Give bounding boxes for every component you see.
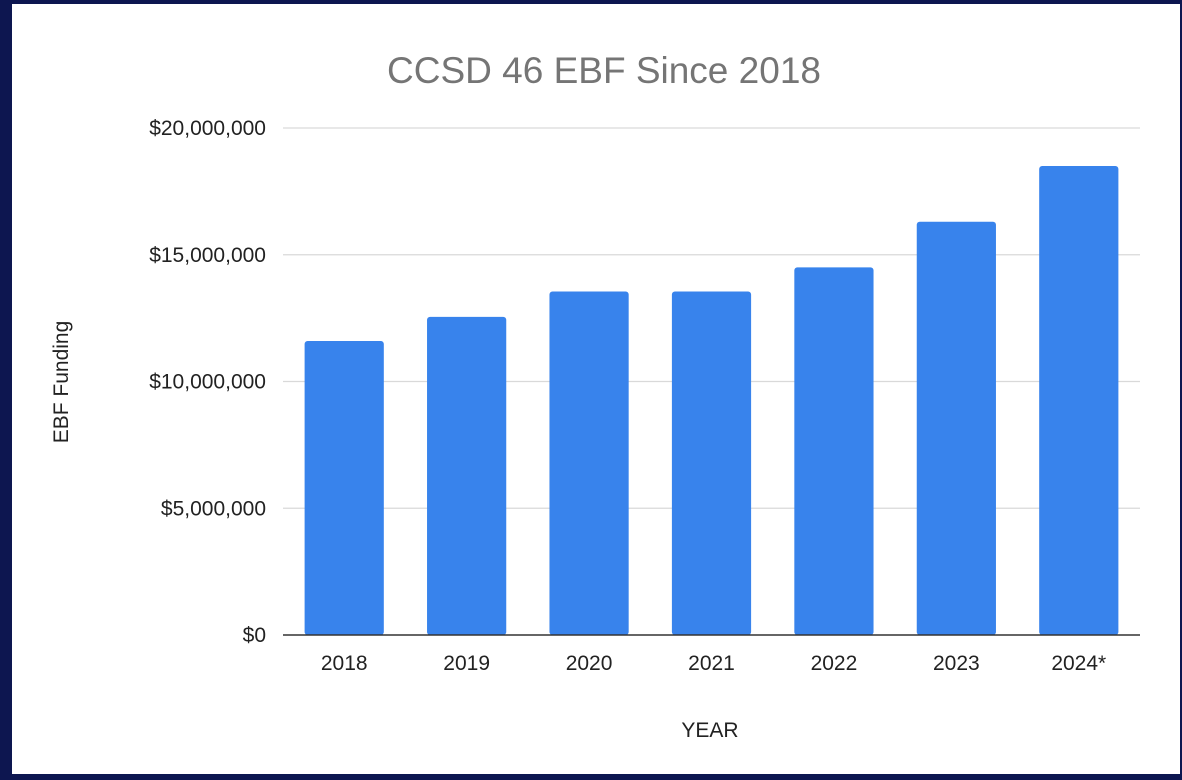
x-axis-ticks: 2018 2019 2020 2021 2022 2023 2024* xyxy=(321,652,1106,675)
bar-2020 xyxy=(549,291,629,635)
chart-frame: CCSD 46 EBF Since 2018 $0 $5,000,000 $10,0… xyxy=(12,4,1180,774)
x-tick-label: 2019 xyxy=(443,652,490,675)
x-tick-label: 2020 xyxy=(566,652,613,675)
x-tick-label: 2022 xyxy=(811,652,858,675)
x-axis-label: YEAR xyxy=(681,719,738,742)
bar-2023 xyxy=(916,221,996,636)
y-axis-label: EBF Funding xyxy=(50,321,73,444)
x-tick-label: 2023 xyxy=(933,652,980,675)
x-tick-label: 2018 xyxy=(321,652,368,675)
bar-2024 xyxy=(1039,166,1119,635)
bars xyxy=(304,166,1119,636)
x-tick-label: 2024* xyxy=(1051,652,1106,675)
bar-2021 xyxy=(671,291,752,635)
y-tick-label: $5,000,000 xyxy=(161,497,266,520)
y-tick-label: $20,000,000 xyxy=(149,117,266,140)
x-tick-label: 2021 xyxy=(688,652,735,675)
bar-2022 xyxy=(794,267,874,635)
bar-2018 xyxy=(304,340,384,635)
y-tick-label: $15,000,000 xyxy=(149,244,266,267)
bar-2019 xyxy=(427,316,507,635)
bar-chart: CCSD 46 EBF Since 2018 $0 $5,000,000 $10,0… xyxy=(50,50,1140,742)
y-axis-ticks: $0 $5,000,000 $10,000,000 $15,000,000 $20,00… xyxy=(149,117,266,647)
y-tick-label: $0 xyxy=(243,624,266,647)
chart-title: CCSD 46 EBF Since 2018 xyxy=(387,50,821,91)
y-tick-label: $10,000,000 xyxy=(149,371,266,394)
